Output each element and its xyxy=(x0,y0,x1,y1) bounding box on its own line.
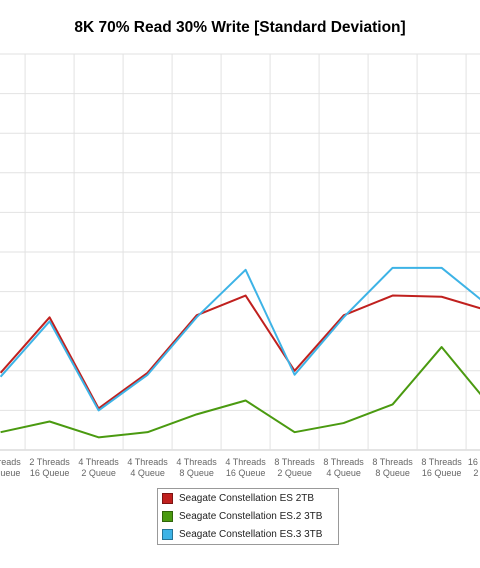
legend-swatch xyxy=(162,511,173,522)
x-tick-label: 8 Threads 16 Queue xyxy=(421,457,462,478)
x-tick-label: 4 Threads 4 Queue xyxy=(127,457,168,478)
legend: Seagate Constellation ES 2TB Seagate Con… xyxy=(157,488,339,545)
x-tick-label: 2 Threads 16 Queue xyxy=(29,457,70,478)
series-line-1[interactable] xyxy=(0,346,480,439)
legend-item-es3-3tb[interactable]: Seagate Constellation ES.3 3TB xyxy=(162,529,322,543)
x-tick-label: 8 Threads 8 Queue xyxy=(372,457,413,478)
legend-item-es2-3tb[interactable]: Seagate Constellation ES.2 3TB xyxy=(162,511,322,525)
x-tick-label: 4 Threads 8 Queue xyxy=(176,457,217,478)
chart-title: 8K 70% Read 30% Write [Standard Deviatio… xyxy=(74,19,406,36)
x-tick-label: 8 Threads 2 Queue xyxy=(274,457,315,478)
legend-label: Seagate Constellation ES.3 3TB xyxy=(179,529,323,540)
x-tick-label: 4 Threads 16 Queue xyxy=(225,457,266,478)
legend-swatch xyxy=(162,493,173,504)
series-lines xyxy=(0,266,480,439)
series-line-0[interactable] xyxy=(0,294,480,410)
legend-swatch xyxy=(162,529,173,540)
x-tick-label: 8 Threads 4 Queue xyxy=(323,457,364,478)
legend-item-es-2tb[interactable]: Seagate Constellation ES 2TB xyxy=(162,493,314,507)
series-line-2[interactable] xyxy=(0,266,480,412)
x-tick-label: 4 Threads 2 Queue xyxy=(78,457,119,478)
grid-lines xyxy=(0,53,480,451)
legend-label: Seagate Constellation ES 2TB xyxy=(179,493,315,504)
legend-label: Seagate Constellation ES.2 3TB xyxy=(179,511,323,522)
